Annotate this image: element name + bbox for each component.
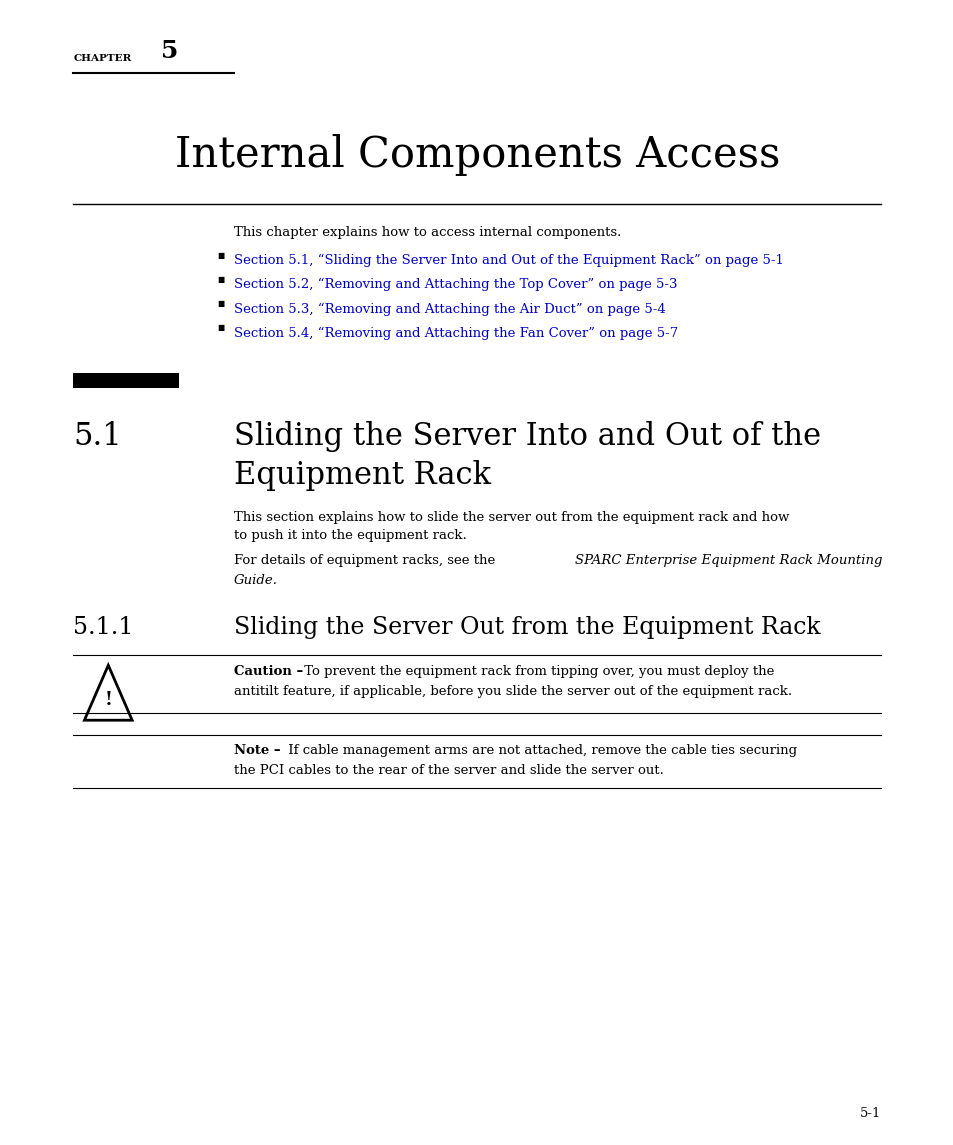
Text: 5-1: 5-1 — [859, 1107, 880, 1120]
Text: Note –: Note – — [233, 744, 280, 757]
Text: For details of equipment racks, see the: For details of equipment racks, see the — [233, 554, 499, 567]
Text: If cable management arms are not attached, remove the cable ties securing: If cable management arms are not attache… — [283, 744, 796, 757]
Text: !: ! — [104, 690, 112, 709]
Text: Sliding the Server Into and Out of the
Equipment Rack: Sliding the Server Into and Out of the E… — [233, 421, 821, 490]
Text: Section 5.3, “Removing and Attaching the Air Duct” on page 5-4: Section 5.3, “Removing and Attaching the… — [233, 302, 665, 316]
Text: SPARC Enterprise Equipment Rack Mounting: SPARC Enterprise Equipment Rack Mounting — [575, 554, 882, 567]
Text: CHAPTER: CHAPTER — [73, 54, 132, 63]
Text: Section 5.4, “Removing and Attaching the Fan Cover” on page 5-7: Section 5.4, “Removing and Attaching the… — [233, 326, 678, 340]
Text: ■: ■ — [217, 276, 225, 284]
Text: ■: ■ — [217, 300, 225, 308]
Text: To prevent the equipment rack from tipping over, you must deploy the: To prevent the equipment rack from tippi… — [300, 665, 774, 678]
Text: This section explains how to slide the server out from the equipment rack and ho: This section explains how to slide the s… — [233, 511, 788, 542]
Text: the PCI cables to the rear of the server and slide the server out.: the PCI cables to the rear of the server… — [233, 764, 663, 776]
Text: antitilt feature, if applicable, before you slide the server out of the equipmen: antitilt feature, if applicable, before … — [233, 685, 791, 697]
Text: Internal Components Access: Internal Components Access — [174, 134, 779, 175]
Text: Caution –: Caution – — [233, 665, 303, 678]
Text: 5.1.1: 5.1.1 — [73, 616, 133, 639]
Text: Sliding the Server Out from the Equipment Rack: Sliding the Server Out from the Equipmen… — [233, 616, 820, 639]
Text: This chapter explains how to access internal components.: This chapter explains how to access inte… — [233, 226, 620, 238]
Bar — [73, 373, 179, 388]
Text: Section 5.1, “Sliding the Server Into and Out of the Equipment Rack” on page 5-1: Section 5.1, “Sliding the Server Into an… — [233, 254, 783, 268]
Text: ■: ■ — [217, 324, 225, 332]
Text: Section 5.2, “Removing and Attaching the Top Cover” on page 5-3: Section 5.2, “Removing and Attaching the… — [233, 278, 677, 292]
Text: 5: 5 — [160, 39, 178, 63]
Text: ■: ■ — [217, 252, 225, 260]
Text: Guide.: Guide. — [233, 574, 277, 586]
Text: 5.1: 5.1 — [73, 421, 122, 452]
